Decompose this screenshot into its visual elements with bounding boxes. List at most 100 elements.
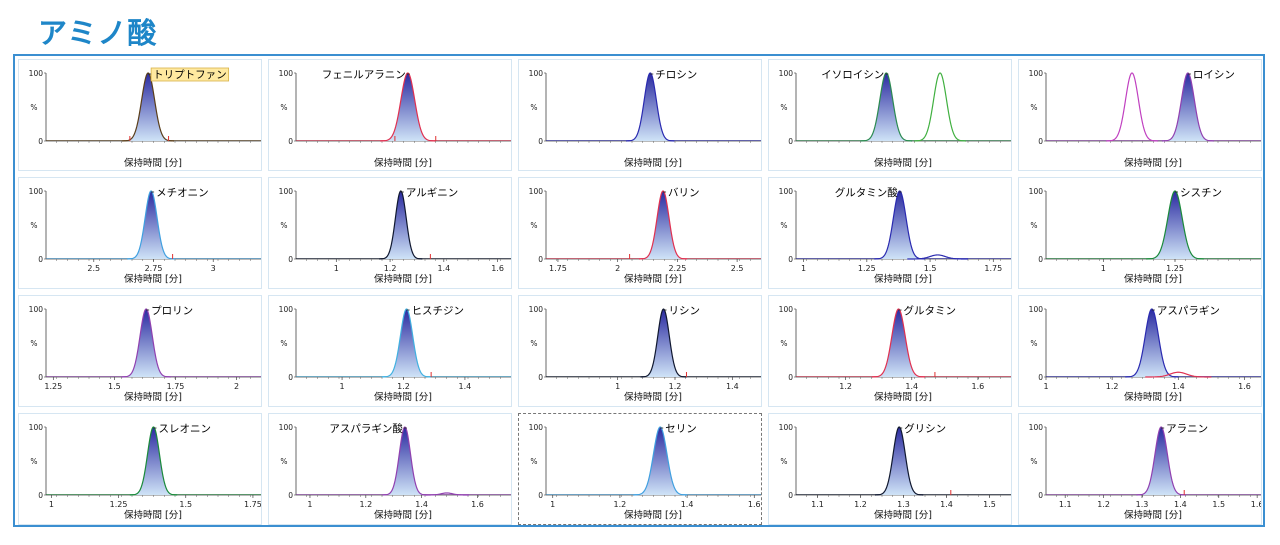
x-axis-label: 保持時間 [分] [124, 509, 182, 521]
peak-trace [122, 72, 174, 142]
chromatogram-svg: 0 100% 1 1.2 1.4 1.6 保持時間 [分] アスパラギン酸 [279, 422, 511, 521]
compound-label: グリシン [904, 422, 946, 435]
y-axis-label: % [30, 339, 37, 348]
x-tick-label: 1.75 [167, 382, 185, 391]
x-tick-label: 1.2 [669, 382, 682, 391]
x-axis-label: 保持時間 [分] [374, 273, 432, 285]
y-axis-label: % [1030, 457, 1037, 466]
x-tick-label: 1 [307, 500, 312, 509]
chromatogram-panel[interactable]: 0 100% 1.1 1.2 1.3 1.4 1.5 1.6 保持時間 [分] アラニン [1018, 413, 1262, 525]
peak-trace [1136, 426, 1186, 496]
y-axis-label: % [30, 221, 37, 230]
x-axis-label: 保持時間 [分] [624, 509, 682, 521]
chromatogram-panel[interactable]: 0 100% 1.2 1.4 1.6 保持時間 [分] グルタミン [768, 295, 1012, 407]
y-tick-label: 0 [1038, 137, 1043, 146]
peak-area [122, 73, 174, 141]
x-tick-label: 1.6 [1238, 382, 1251, 391]
y-tick-label: 100 [779, 69, 794, 78]
x-tick-label: 1.1 [1059, 500, 1072, 509]
peak-trace [860, 72, 913, 142]
x-tick-label: 1.4 [1172, 382, 1185, 391]
compound-label: アスパラギン [1157, 305, 1220, 317]
y-tick-label: 0 [788, 137, 793, 146]
x-tick-label: 1.3 [897, 500, 910, 509]
y-axis-label: % [780, 457, 787, 466]
chromatogram-panel[interactable]: 0 100% 1 1.2 1.4 1.6 保持時間 [分] セリン [518, 413, 762, 525]
x-tick-label: 1.5 [924, 264, 937, 273]
x-tick-label: 2.75 [145, 264, 163, 273]
y-tick-label: 0 [288, 373, 293, 382]
y-tick-label: 0 [788, 255, 793, 264]
compound-label: リシン [669, 305, 701, 317]
peak-trace [874, 190, 926, 260]
y-axis-label: % [280, 221, 287, 230]
chromatogram-panel[interactable]: 0 100% 保持時間 [分] イソロイシン [768, 59, 1012, 171]
x-tick-label: 1.4 [905, 382, 918, 391]
y-axis-label: % [280, 339, 287, 348]
compound-label: ヒスチジン [412, 305, 465, 317]
chromatogram-panel[interactable]: 0 100% 1 1.25 1.5 1.75 保持時間 [分] グルタミン酸 [768, 177, 1012, 289]
x-tick-label: 1.6 [471, 500, 484, 509]
chromatogram-panel[interactable]: 0 100% 保持時間 [分] チロシン [518, 59, 762, 171]
peak-trace [380, 72, 436, 142]
y-tick-label: 0 [538, 373, 543, 382]
chromatogram-panel[interactable]: 0 100% 1 1.25 1.5 1.75 保持時間 [分] スレオニン [18, 413, 262, 525]
peak-trace [1162, 72, 1214, 142]
chromatogram-svg: 0 100% 1.25 1.5 1.75 2 保持時間 [分] プロリン [29, 305, 261, 403]
chromatogram-svg: 0 100% 1.2 1.4 1.6 保持時間 [分] グルタミン [779, 304, 1011, 403]
y-tick-label: 0 [38, 255, 43, 264]
chromatogram-panel[interactable]: 0 100% 2.5 2.75 3 保持時間 [分] メチオニン [18, 177, 262, 289]
y-axis-label: % [1030, 221, 1037, 230]
chromatogram-panel[interactable]: 0 100% 1.1 1.2 1.3 1.4 1.5 保持時間 [分] グリシン [768, 413, 1012, 525]
x-axis-label: 保持時間 [分] [874, 273, 932, 285]
x-tick-label: 1.4 [681, 500, 694, 509]
compound-label: グルタミン [904, 304, 957, 317]
x-tick-label: 1.1 [811, 500, 824, 509]
chromatogram-panel[interactable]: 0 100% 1 1.2 1.4 保持時間 [分] リシン [518, 295, 762, 407]
x-tick-label: 1.4 [940, 500, 953, 509]
chromatogram-panel[interactable]: 0 100% 1 1.2 1.4 1.6 保持時間 [分] アルギニン [268, 177, 512, 289]
peak-trace [1146, 190, 1204, 260]
peak-area [380, 73, 436, 141]
x-tick-label: 1.2 [1097, 500, 1110, 509]
peak-area [127, 191, 175, 259]
chromatogram-panel[interactable]: 0 100% 1.25 1.5 1.75 2 保持時間 [分] プロリン [18, 295, 262, 407]
chromatogram-svg: 0 100% 1 1.2 1.4 1.6 保持時間 [分] セリン [529, 423, 761, 521]
chromatogram-svg: 0 100% 1 1.25 1.5 1.75 保持時間 [分] スレオニン [29, 423, 261, 521]
x-tick-label: 1 [550, 500, 555, 509]
chromatogram-svg: 0 100% 1 1.25 1.5 1.75 保持時間 [分] グルタミン酸 [779, 186, 1011, 285]
compound-label: トリプトファン [153, 69, 227, 81]
y-tick-label: 100 [279, 305, 294, 314]
chromatogram-panel[interactable]: 0 100% 1 1.2 1.4 1.6 保持時間 [分] アスパラギン酸 [268, 413, 512, 525]
chromatogram-panel[interactable]: 0 100% 1 1.25 保持時間 [分] シスチン [1018, 177, 1262, 289]
peak-area [872, 309, 925, 377]
compound-label: アルギニン [406, 187, 458, 199]
chromatogram-svg: 0 100% 2.5 2.75 3 保持時間 [分] メチオニン [29, 187, 261, 285]
x-tick-label: 2.5 [87, 264, 100, 273]
secondary-peak-trace [914, 72, 966, 142]
compound-label: プロリン [151, 305, 193, 317]
y-axis-label: % [530, 103, 537, 112]
x-tick-label: 1.4 [726, 382, 739, 391]
peak-area [640, 309, 687, 377]
x-axis-label: 保持時間 [分] [374, 391, 432, 403]
chromatogram-panel[interactable]: 0 100% 1.75 2 2.25 2.5 保持時間 [分] バリン [518, 177, 762, 289]
y-tick-label: 0 [288, 255, 293, 264]
x-axis-label: 保持時間 [分] [1124, 391, 1182, 403]
y-tick-label: 100 [529, 423, 544, 432]
chromatogram-panel[interactable]: 0 100% 保持時間 [分] トリプトファン [18, 59, 262, 171]
y-tick-label: 100 [279, 187, 294, 196]
y-axis-label: % [280, 457, 287, 466]
chromatogram-panel[interactable]: 0 100% 保持時間 [分] フェニルアラニン [268, 59, 512, 171]
peak-area [1146, 191, 1204, 259]
peak-area [382, 309, 432, 377]
chromatogram-panel[interactable]: 0 100% 1 1.2 1.4 保持時間 [分] ヒスチジン [268, 295, 512, 407]
compound-label: アラニン [1166, 423, 1208, 435]
x-axis-label: 保持時間 [分] [374, 509, 432, 521]
y-tick-label: 0 [1038, 255, 1043, 264]
chromatogram-panel[interactable]: 0 100% 1 1.2 1.4 1.6 保持時間 [分] アスパラギン [1018, 295, 1262, 407]
x-tick-label: 1.5 [108, 382, 121, 391]
y-tick-label: 0 [788, 491, 793, 500]
chromatogram-svg: 0 100% 1 1.2 1.4 1.6 保持時間 [分] アルギニン [279, 187, 511, 285]
chromatogram-panel[interactable]: 0 100% 保持時間 [分] ロイシン [1018, 59, 1262, 171]
